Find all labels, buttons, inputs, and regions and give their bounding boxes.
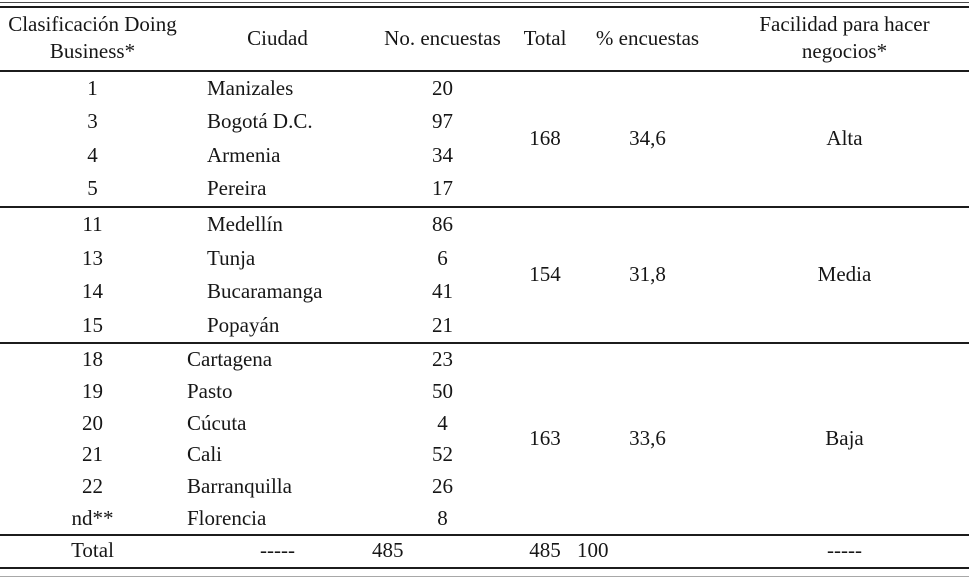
city-cell: Bucaramanga bbox=[207, 279, 323, 304]
table-row: 19 Pasto 50 bbox=[0, 376, 969, 408]
group-media: 11 Medellín 86 154 31,8 Media 13 Tunja 6… bbox=[0, 207, 969, 343]
city-cell: Pasto bbox=[187, 379, 233, 404]
rank-cell: 1 bbox=[87, 75, 98, 100]
city-cell: Pereira bbox=[207, 176, 267, 201]
rank-cell: 3 bbox=[87, 109, 98, 134]
group-ease-cell: Media bbox=[817, 262, 872, 287]
col-header-pct: % encuestas bbox=[575, 7, 720, 72]
group-ease-cell: Baja bbox=[825, 426, 864, 451]
city-cell: Manizales bbox=[207, 75, 294, 100]
table-footer: Total ----- 485 485 100 ----- bbox=[0, 535, 969, 568]
total-row: Total ----- 485 485 100 ----- bbox=[0, 535, 969, 568]
footer-ease-dash-cell: ----- bbox=[827, 538, 862, 563]
city-cell: Cartagena bbox=[187, 347, 273, 372]
group-pct-cell: 31,8 bbox=[629, 262, 666, 287]
rank-cell: 21 bbox=[82, 442, 103, 467]
table-row: 11 Medellín 86 154 31,8 Media bbox=[0, 207, 969, 286]
rank-cell: 19 bbox=[82, 379, 103, 404]
footer-city-dash-cell: ----- bbox=[260, 538, 295, 563]
rank-cell: 20 bbox=[82, 410, 103, 435]
rank-cell: 14 bbox=[82, 279, 103, 304]
surveys-cell: 8 bbox=[437, 505, 448, 530]
table-row: 21 Cali 52 bbox=[0, 439, 969, 471]
rank-cell: 11 bbox=[82, 212, 103, 237]
table-top-rule bbox=[0, 2, 969, 3]
table-bottom-rule bbox=[0, 575, 969, 577]
table-row: 15 Popayán 21 bbox=[0, 309, 969, 344]
col-header-ease: Facilidad para hacer negocios* bbox=[720, 7, 969, 72]
surveys-cell: 26 bbox=[432, 473, 453, 498]
rank-cell: nd** bbox=[71, 505, 114, 530]
table-row: 4 Armenia 34 bbox=[0, 139, 969, 173]
city-cell: Popayán bbox=[207, 312, 280, 337]
table-row: 14 Bucaramanga 41 bbox=[0, 275, 969, 309]
city-cell: Medellín bbox=[207, 212, 283, 237]
col-header-surveys: No. encuestas bbox=[370, 7, 515, 72]
surveys-cell: 20 bbox=[432, 75, 453, 100]
surveys-cell: 97 bbox=[432, 109, 453, 134]
group-baja: 18 Cartagena 23 163 33,6 Baja 19 Pasto 5… bbox=[0, 343, 969, 535]
city-cell: Barranquilla bbox=[187, 473, 292, 498]
city-cell: Armenia bbox=[207, 142, 281, 167]
surveys-cell: 4 bbox=[437, 410, 448, 435]
group-pct-cell: 33,6 bbox=[629, 426, 666, 451]
surveys-cell: 23 bbox=[432, 347, 453, 372]
table-row: 5 Pereira 17 bbox=[0, 172, 969, 207]
table-row: 22 Barranquilla 26 bbox=[0, 471, 969, 503]
group-pct-cell: 34,6 bbox=[629, 126, 666, 150]
table-row: 1 Manizales 20 168 34,6 Alta bbox=[0, 71, 969, 150]
group-alta: 1 Manizales 20 168 34,6 Alta 3 Bogotá D.… bbox=[0, 71, 969, 207]
table-row: 13 Tunja 6 bbox=[0, 242, 969, 276]
surveys-cell: 34 bbox=[432, 142, 453, 167]
city-cell: Cali bbox=[187, 442, 222, 467]
rank-cell: 22 bbox=[82, 473, 103, 498]
surveys-cell: 17 bbox=[432, 176, 453, 201]
footer-pct-cell: 100 bbox=[577, 538, 609, 563]
group-total-cell: 163 bbox=[529, 426, 561, 451]
rank-cell: 4 bbox=[87, 142, 98, 167]
table-row: nd** Florencia 8 bbox=[0, 503, 969, 536]
surveys-cell: 21 bbox=[432, 312, 453, 337]
city-cell: Bogotá D.C. bbox=[207, 109, 313, 134]
footer-surveys-cell: 485 bbox=[372, 538, 404, 563]
city-cell: Cúcuta bbox=[187, 410, 247, 435]
table-header: Clasificación Doing Business* Ciudad No.… bbox=[0, 7, 969, 72]
surveys-cell: 50 bbox=[432, 379, 453, 404]
city-cell: Tunja bbox=[207, 245, 256, 270]
rank-cell: 5 bbox=[87, 176, 98, 201]
surveys-cell: 6 bbox=[437, 245, 448, 270]
footer-total-cell: 485 bbox=[529, 538, 561, 563]
header-row: Clasificación Doing Business* Ciudad No.… bbox=[0, 7, 969, 72]
group-total-cell: 154 bbox=[529, 262, 561, 287]
surveys-cell: 86 bbox=[432, 212, 453, 237]
table-row: 18 Cartagena 23 163 33,6 Baja bbox=[0, 343, 969, 450]
col-header-total: Total bbox=[515, 7, 575, 72]
city-cell: Florencia bbox=[187, 505, 267, 530]
group-total-cell: 168 bbox=[529, 126, 561, 150]
col-header-classification: Clasificación Doing Business* bbox=[0, 7, 185, 72]
col-header-city: Ciudad bbox=[185, 7, 370, 72]
table-row: 20 Cúcuta 4 bbox=[0, 408, 969, 440]
table-row: 3 Bogotá D.C. 97 bbox=[0, 105, 969, 139]
rank-cell: 18 bbox=[82, 347, 103, 372]
surveys-cell: 52 bbox=[432, 442, 453, 467]
rank-cell: 15 bbox=[82, 312, 103, 337]
footer-label-cell: Total bbox=[71, 538, 114, 563]
rank-cell: 13 bbox=[82, 245, 103, 270]
group-ease-cell: Alta bbox=[826, 126, 863, 150]
doing-business-survey-table: Clasificación Doing Business* Ciudad No.… bbox=[0, 6, 969, 569]
surveys-cell: 41 bbox=[432, 279, 453, 304]
